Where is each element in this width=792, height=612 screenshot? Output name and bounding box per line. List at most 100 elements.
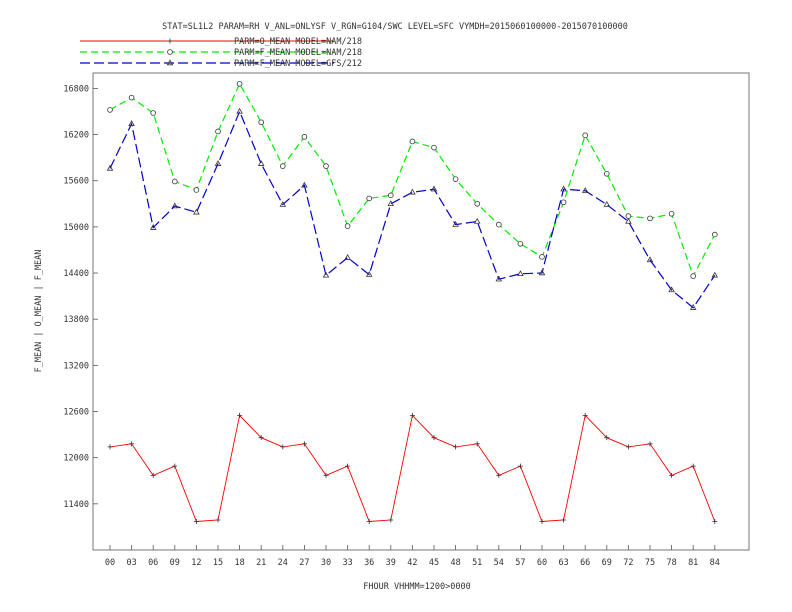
data-point <box>215 517 221 523</box>
data-point <box>193 208 200 215</box>
x-tick-label: 54 <box>494 558 504 568</box>
data-point <box>106 164 114 171</box>
data-point <box>539 254 545 260</box>
x-tick-label: 00 <box>105 558 115 568</box>
y-tick-label: 12000 <box>63 454 89 464</box>
marker-group <box>106 80 719 525</box>
data-point <box>517 463 523 469</box>
x-tick-label: 39 <box>386 558 396 568</box>
legend-marker <box>166 59 174 66</box>
data-point <box>646 256 654 263</box>
data-point <box>171 202 179 209</box>
x-tick-label: 33 <box>342 558 352 568</box>
data-point <box>409 138 416 145</box>
data-point <box>409 412 415 418</box>
x-tick-label: 78 <box>666 558 676 568</box>
data-point <box>496 472 502 478</box>
data-point <box>517 240 524 247</box>
data-point <box>301 134 308 140</box>
series-line <box>109 414 716 522</box>
data-point <box>517 270 524 277</box>
legend-label: PARM=F_MEAN MODEL=GFS/212 <box>234 59 362 69</box>
series-line <box>109 109 716 309</box>
data-point <box>625 213 632 219</box>
data-point <box>452 220 459 227</box>
data-point <box>474 441 480 447</box>
x-tick-label: 27 <box>299 558 309 568</box>
data-point <box>495 275 503 282</box>
data-point <box>172 463 178 469</box>
x-tick-label: 09 <box>170 558 180 568</box>
data-point <box>431 144 437 151</box>
x-tick-label: 03 <box>126 558 136 568</box>
x-axis-label: FHOUR VHHMM=1200>0000 <box>363 582 470 592</box>
data-point <box>582 412 588 418</box>
data-point <box>128 120 135 126</box>
y-axis: 11400 12000 12600 13200 13800 14400 15000 15600… <box>63 84 98 510</box>
x-tick-label: 48 <box>450 558 460 568</box>
data-point <box>669 472 675 478</box>
data-point <box>345 463 351 469</box>
data-point <box>322 271 330 278</box>
data-point <box>711 231 718 238</box>
data-point <box>237 412 243 418</box>
data-point <box>214 160 222 166</box>
data-point <box>689 304 697 310</box>
data-point <box>107 444 113 450</box>
data-point <box>236 107 243 114</box>
data-point <box>149 224 157 230</box>
data-point <box>387 200 395 206</box>
x-tick-label: 51 <box>472 558 482 568</box>
data-point <box>129 441 135 447</box>
data-point <box>387 192 394 199</box>
data-point <box>365 270 373 277</box>
data-point <box>301 441 307 447</box>
y-tick-label: 12600 <box>63 408 89 418</box>
data-point <box>560 199 567 206</box>
x-tick-label: 84 <box>710 558 720 568</box>
data-point <box>280 444 286 450</box>
data-point <box>668 210 675 217</box>
x-tick-label: 57 <box>515 558 525 568</box>
data-point <box>279 163 286 169</box>
data-point <box>257 160 265 166</box>
x-tick-label: 06 <box>148 558 158 568</box>
y-tick-label: 15600 <box>63 177 89 187</box>
data-point <box>279 200 287 207</box>
data-point <box>430 185 438 192</box>
series-line <box>109 82 716 278</box>
data-point <box>453 444 459 450</box>
x-tick-label: 66 <box>580 558 590 568</box>
data-point <box>539 519 545 525</box>
x-tick-label: 45 <box>429 558 439 568</box>
data-point <box>258 435 264 441</box>
y-tick-label: 13200 <box>63 361 89 371</box>
data-point <box>495 221 502 228</box>
series-group <box>109 82 716 522</box>
y-tick-label: 13800 <box>63 315 89 325</box>
data-point <box>344 223 351 229</box>
data-point <box>388 517 394 523</box>
x-tick-label: 63 <box>558 558 568 568</box>
data-point <box>344 254 351 260</box>
legend-label: PARM=F_MEAN MODEL=NAM/218 <box>234 48 362 58</box>
legend-marker <box>167 38 173 44</box>
data-point <box>647 215 653 222</box>
data-point <box>452 176 459 182</box>
x-tick-label: 24 <box>278 558 288 568</box>
y-axis-label: F_MEAN | O_MEAN | F_MEAN <box>34 250 44 373</box>
data-point <box>668 286 675 293</box>
plot-frame <box>92 72 750 551</box>
data-point <box>603 200 611 207</box>
data-point <box>431 435 437 441</box>
data-point <box>690 273 696 279</box>
data-point <box>581 187 589 193</box>
data-point <box>215 128 221 135</box>
data-point <box>323 472 329 478</box>
data-point <box>323 163 329 169</box>
legend-label: PARM=O_MEAN MODEL=NAM/218 <box>234 37 362 47</box>
x-tick-label: 18 <box>234 558 244 568</box>
data-point <box>366 195 373 202</box>
data-point <box>473 217 481 224</box>
